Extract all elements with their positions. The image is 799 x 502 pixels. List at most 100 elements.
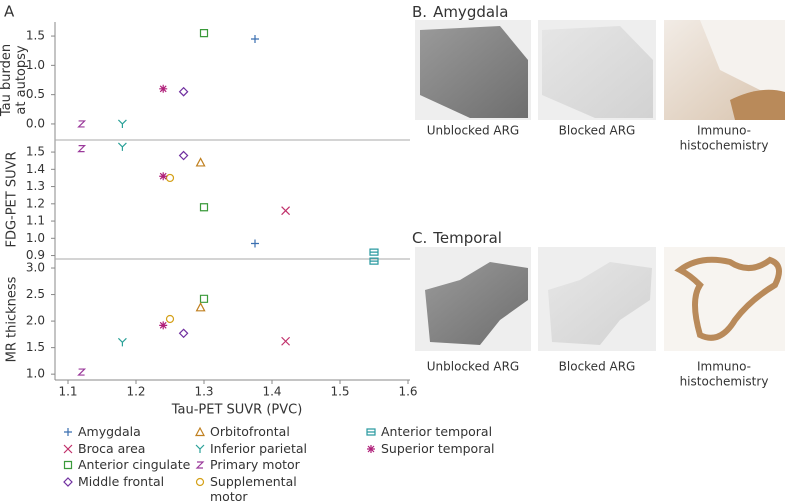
- image-caption: Immuno-: [697, 360, 751, 374]
- image-caption: histochemistry: [680, 139, 769, 153]
- legend-marker: [195, 477, 205, 487]
- panel-title-text: Amygdala: [433, 3, 508, 21]
- point: [281, 336, 291, 346]
- image-caption: Blocked ARG: [559, 124, 636, 138]
- point-shape: [251, 239, 259, 248]
- tissue-image: [730, 89, 785, 120]
- y-tick-label: 0.5: [26, 87, 45, 101]
- legend-marker-shape: [367, 445, 375, 453]
- point-shape: [165, 314, 175, 324]
- legend-label: Inferior parietal: [210, 441, 308, 456]
- legend-marker-shape: [366, 428, 376, 436]
- legend-marker: [63, 444, 73, 454]
- point-shape: [159, 321, 168, 330]
- point: [77, 368, 87, 376]
- x-tick-label: 1.5: [330, 385, 349, 399]
- point-shape: [195, 157, 206, 167]
- point: [195, 157, 206, 167]
- y-tick-label: 1.0: [26, 231, 45, 245]
- legend-label: Superior temporal: [381, 441, 495, 456]
- point: [165, 314, 175, 324]
- legend-marker: [195, 461, 205, 469]
- legend-label: Supplemental motor: [210, 474, 297, 502]
- point-shape: [159, 172, 168, 181]
- point: [369, 248, 379, 256]
- x-tick-label: 1.4: [262, 385, 281, 399]
- legend-marker-shape: [195, 426, 205, 437]
- point: [159, 84, 168, 93]
- y-tick-label: 1.4: [26, 162, 45, 176]
- y-tick-label: 0.0: [26, 116, 45, 130]
- point-shape: [159, 84, 168, 93]
- panel-label: C.: [412, 229, 427, 247]
- point: [281, 206, 291, 216]
- legend-marker-shape: [64, 428, 72, 436]
- y-axis-label: at autopsy: [14, 45, 29, 114]
- image-caption: Immuno-: [697, 124, 751, 138]
- legend-label: Anterior cingulate: [78, 457, 191, 472]
- y-tick-label: 1.3: [26, 179, 45, 193]
- point-shape: [178, 328, 189, 339]
- tissue-image: [542, 26, 653, 118]
- point: [77, 120, 87, 128]
- y-tick-label: 1.0: [26, 58, 45, 72]
- legend-marker: [64, 428, 72, 436]
- x-tick-label: 1.3: [194, 385, 213, 399]
- point-shape: [77, 145, 87, 153]
- legend-marker: [63, 460, 73, 470]
- point: [178, 328, 189, 339]
- point-shape: [251, 34, 259, 43]
- point-shape: [199, 29, 209, 38]
- point-shape: [117, 119, 127, 128]
- point-shape: [117, 337, 127, 347]
- point: [159, 172, 168, 181]
- panel-title: B. Amygdala: [412, 3, 508, 21]
- point-shape: [281, 336, 291, 346]
- legend-marker: [366, 428, 376, 436]
- x-axis-label: Tau-PET SUVR (PVC): [171, 403, 303, 418]
- tissue-image: [420, 26, 528, 118]
- point: [251, 239, 259, 248]
- legend-marker: [195, 426, 205, 437]
- legend-label: Orbitofrontal: [210, 424, 290, 439]
- point: [199, 294, 209, 303]
- panel-label: B.: [412, 3, 427, 21]
- legend-marker-shape: [63, 444, 73, 454]
- legend-marker-shape: [195, 461, 205, 469]
- point: [117, 142, 127, 151]
- point-shape: [77, 120, 87, 128]
- y-tick-label: 2.5: [26, 287, 45, 301]
- point-shape: [199, 203, 209, 212]
- point: [117, 119, 127, 128]
- tissue-image: [674, 256, 782, 341]
- legend-marker-shape: [195, 444, 205, 453]
- y-axis-label: FDG-PET SUVR: [5, 151, 20, 247]
- legend-marker-shape: [63, 477, 73, 487]
- point: [369, 257, 379, 265]
- point-shape: [165, 173, 175, 183]
- legend-marker: [367, 445, 375, 453]
- legend-marker: [63, 477, 73, 487]
- y-tick-label: 1.5: [26, 340, 45, 354]
- legend-marker-shape: [63, 460, 73, 470]
- y-tick-label: 1.0: [26, 367, 45, 381]
- panel-title: C. Temporal: [412, 229, 502, 247]
- point: [251, 34, 259, 43]
- point-shape: [281, 206, 291, 216]
- legend-label: Anterior temporal: [381, 424, 493, 439]
- tissue-image: [548, 262, 652, 345]
- point: [178, 86, 189, 97]
- y-tick-label: 1.5: [26, 145, 45, 159]
- image-caption: histochemistry: [680, 375, 769, 389]
- legend-label: Middle frontal: [78, 474, 165, 489]
- image-caption: Unblocked ARG: [427, 360, 519, 374]
- x-tick-label: 1.6: [398, 385, 417, 399]
- legend-marker: [195, 444, 205, 453]
- point-shape: [199, 294, 209, 303]
- point-shape: [369, 248, 379, 256]
- panel-label: A: [4, 3, 15, 21]
- tissue-image: [425, 262, 528, 345]
- image-caption: Unblocked ARG: [427, 124, 519, 138]
